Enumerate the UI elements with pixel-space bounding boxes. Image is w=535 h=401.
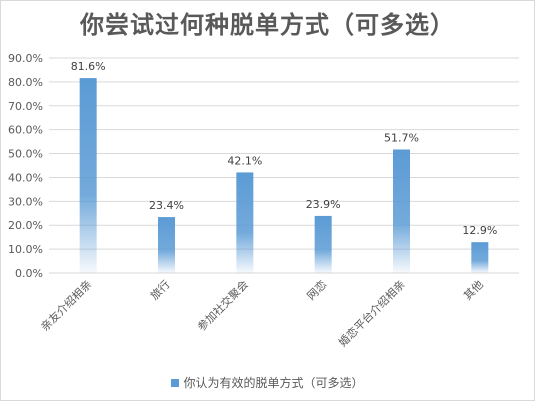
y-tick-label: 70.0% <box>8 100 43 113</box>
y-tick-label: 50.0% <box>8 148 43 161</box>
x-tick-label: 网恋 <box>304 277 329 302</box>
x-tick-label: 婚恋平台介绍相亲 <box>335 277 407 349</box>
x-tick-label: 亲友介绍相亲 <box>38 277 95 334</box>
data-label: 42.1% <box>227 154 262 167</box>
data-label: 12.9% <box>462 224 497 237</box>
legend-swatch <box>171 379 180 387</box>
y-tick-label: 90.0% <box>8 52 43 65</box>
y-tick-label: 60.0% <box>8 124 43 137</box>
y-tick-label: 80.0% <box>8 76 43 89</box>
y-tick-label: 40.0% <box>8 171 43 184</box>
x-tick-label: 旅行 <box>147 277 172 302</box>
data-label: 51.7% <box>384 131 419 144</box>
bar <box>314 215 332 273</box>
y-tick-label: 10.0% <box>8 243 43 256</box>
x-tick-label: 参加社交聚会 <box>194 277 251 334</box>
bar <box>471 242 489 273</box>
legend: 你认为有效的脱单方式（可多选） <box>1 374 534 391</box>
data-label: 23.9% <box>306 198 341 211</box>
legend-label: 你认为有效的脱单方式（可多选） <box>183 376 364 390</box>
bar <box>393 149 410 273</box>
bar <box>158 217 175 273</box>
y-tick-label: 0.0% <box>15 267 43 280</box>
data-label: 23.4% <box>149 199 184 212</box>
bar <box>236 172 254 273</box>
y-tick-label: 20.0% <box>8 219 43 232</box>
bar <box>79 78 97 273</box>
chart-title: 你尝试过何种脱单方式（可多选） <box>80 11 455 39</box>
data-label: 81.6% <box>71 60 106 73</box>
x-tick-label: 其他 <box>461 278 486 303</box>
y-tick-label: 30.0% <box>8 195 43 208</box>
